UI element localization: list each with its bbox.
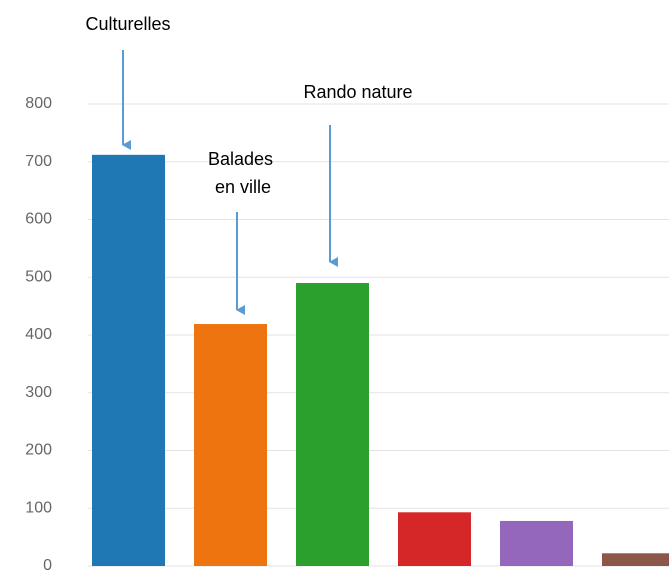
y-tick-label: 600 (25, 211, 52, 228)
y-tick-label: 700 (25, 153, 52, 170)
bar-annotation: Rando nature (303, 82, 412, 102)
bar-annotation: Balades en ville (208, 149, 278, 197)
bar (500, 520, 573, 566)
y-tick-label: 100 (25, 499, 52, 516)
bar (398, 512, 471, 566)
bar-annotation: Culturelles (85, 14, 170, 34)
y-tick-label: 200 (25, 442, 52, 459)
y-tick-label: 400 (25, 326, 52, 343)
bar (92, 154, 165, 566)
y-tick-label: 500 (25, 268, 52, 285)
y-tick-label: 300 (25, 384, 52, 401)
bar (602, 553, 669, 566)
y-tick-label: 0 (43, 557, 52, 572)
bar (296, 283, 369, 566)
y-tick-label: 800 (25, 95, 52, 112)
bar (194, 324, 267, 566)
